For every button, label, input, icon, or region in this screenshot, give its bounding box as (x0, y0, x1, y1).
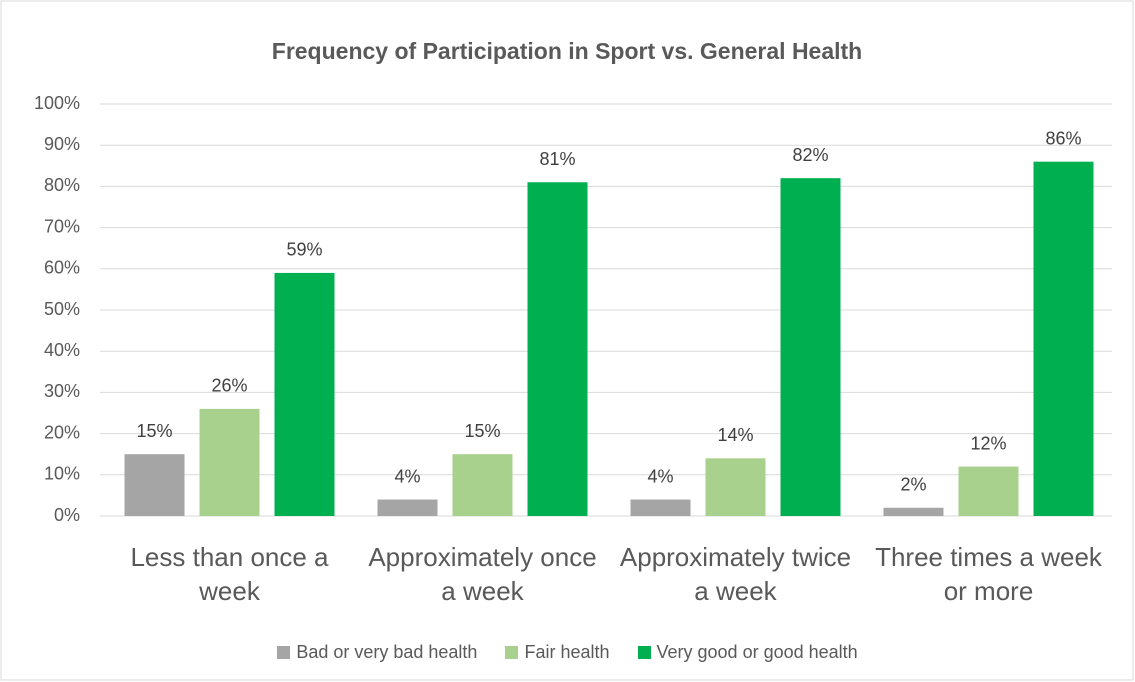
bar (377, 499, 438, 516)
legend-label: Fair health (524, 642, 610, 662)
x-tick-label: Less than once a week (130, 542, 329, 606)
data-label: 2% (900, 475, 926, 495)
data-label: 12% (970, 433, 1006, 453)
bar (958, 466, 1019, 516)
data-label: 4% (394, 466, 420, 486)
legend-swatch (637, 646, 651, 659)
data-label: 15% (464, 421, 500, 441)
data-label: 4% (647, 466, 673, 486)
data-label: 81% (539, 149, 575, 169)
y-tick-label: 30% (44, 381, 80, 401)
legend-item: Fair health (505, 642, 610, 663)
legend-swatch (277, 646, 291, 659)
bar (705, 458, 766, 516)
data-label: 26% (211, 376, 247, 396)
y-tick-label: 100% (34, 93, 80, 113)
y-tick-label: 60% (44, 258, 80, 278)
bar (780, 178, 841, 516)
y-tick-label: 40% (44, 340, 80, 360)
legend-swatch (505, 646, 519, 659)
data-label: 86% (1045, 128, 1081, 148)
bar (452, 454, 513, 516)
legend-item: Very good or good health (637, 642, 858, 663)
y-tick-label: 10% (44, 464, 80, 484)
y-tick-label: 80% (44, 175, 80, 195)
bar (1033, 161, 1094, 516)
data-label: 59% (286, 240, 322, 260)
y-tick-label: 50% (44, 299, 80, 319)
y-tick-label: 70% (44, 216, 80, 236)
y-tick-label: 90% (44, 134, 80, 154)
legend: Bad or very bad health Fair health Very go… (0, 642, 1135, 663)
x-tick-label: Approximately once a week (368, 542, 597, 606)
chart-title: Frequency of Participation in Sport vs. … (272, 38, 862, 64)
bar (274, 272, 335, 516)
legend-label: Very good or good health (656, 642, 858, 662)
y-tick-label: 20% (44, 422, 80, 442)
bar (199, 408, 260, 516)
data-label: 14% (717, 425, 753, 445)
y-tick-label: 0% (54, 505, 80, 525)
legend-item: Bad or very bad health (277, 642, 477, 663)
bar (124, 454, 185, 516)
bar (527, 182, 588, 516)
bar (630, 499, 691, 516)
data-label: 82% (792, 145, 828, 165)
data-label: 15% (136, 421, 172, 441)
legend-label: Bad or very bad health (296, 642, 478, 662)
bar (883, 507, 944, 516)
x-tick-label: Approximately twice a week (619, 542, 852, 606)
x-tick-label: Three times a week or more (875, 542, 1102, 606)
